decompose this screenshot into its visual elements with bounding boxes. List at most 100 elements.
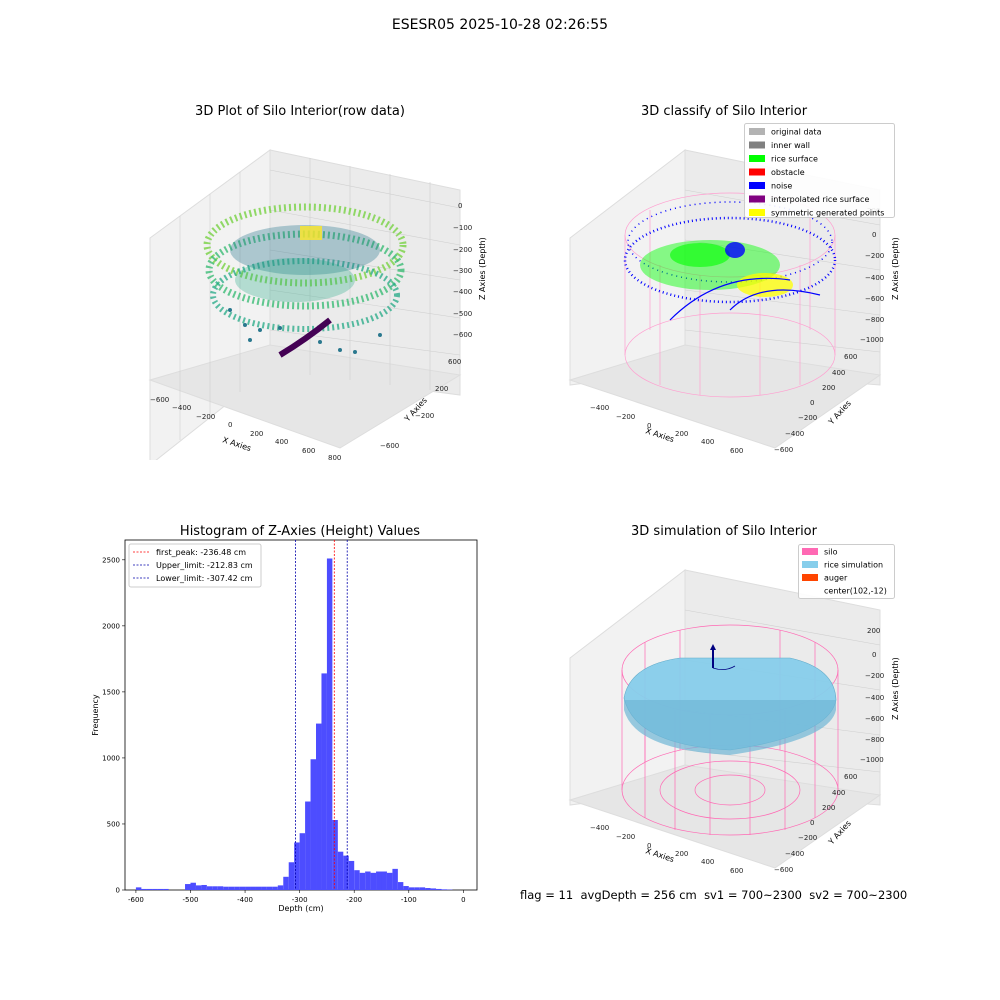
svg-text:400: 400 [832,369,845,377]
histogram-bar [135,887,142,890]
svg-text:−400: −400 [785,850,804,858]
histogram-bar [146,888,153,890]
subplot4-title: 3D simulation of Silo Interior [631,524,817,539]
histogram-bar [326,558,333,890]
histogram-chart: -600 -500 -400 -300 -200 -100 0 0 500 1000 1500 20… [91,539,478,913]
svg-text:200: 200 [822,384,835,392]
y-tick-label: 0 [116,887,120,895]
x-tick-label: -600 [128,896,144,904]
svg-text:−800: −800 [865,316,884,324]
histogram-bar [152,888,158,890]
x-tick-label: 200 [250,430,263,438]
y-tick-label: 1000 [102,754,120,762]
z-axis-label: Z Axies (Depth) [891,237,900,300]
histogram-bar [376,871,382,890]
x-tick-label: -500 [183,896,199,904]
svg-text:0: 0 [647,422,651,430]
y-tick-label: 2000 [102,622,120,630]
plot1-ticks: −600 −400 −200 0 200 400 600 800 0 −100 … [150,202,472,460]
x-axis-label: X Axies [644,846,675,864]
plot-simulation-3d: −400 −200 0 200 400 600 200 0 −200 −400 … [568,568,900,875]
histogram-y-axis-label: Frequency [91,694,100,736]
histogram-bar [239,886,246,890]
svg-text:−1000: −1000 [860,336,884,344]
histogram-bar [403,886,409,890]
svg-text:600: 600 [730,867,743,875]
histogram-bar [414,887,420,890]
histogram-bar [316,723,322,890]
histogram-bar [163,888,169,890]
z-tick-label: −500 [453,310,472,318]
histogram-bar [217,886,224,890]
x-tick-label: 800 [328,454,341,460]
histogram-bar [436,888,442,890]
svg-text:600: 600 [844,773,857,781]
histogram-bar [206,886,213,890]
svg-text:−200: −200 [798,834,817,842]
histogram-bar [283,876,289,890]
histogram-bar [141,888,147,890]
histogram-bar [332,820,338,890]
legend-swatch [802,548,818,555]
legend-label: rice simulation [824,561,883,570]
svg-text:400: 400 [701,438,714,446]
x-tick-label: 0 [228,421,232,429]
subplot3-title: Histogram of Z-Axies (Height) Values [179,524,421,539]
z-tick-label: −100 [453,224,472,232]
legend-swatch [802,574,818,581]
histogram-bar [419,887,426,890]
histogram-bar [277,885,284,890]
legend-swatch [749,195,765,203]
histogram-bar [386,872,393,890]
legend-swatch [749,128,765,135]
histogram-bar [288,862,295,890]
avg-depth-text: avgDepth = 256 cm [580,888,697,902]
svg-text:−600: −600 [865,295,884,303]
histogram-bar [337,851,344,890]
plot-raw-3d: −600 −400 −200 0 200 400 600 800 0 −100 … [148,149,487,460]
svg-text:−400: −400 [785,430,804,438]
histogram-x-ticks: -600 -500 -400 -300 -200 -100 0 [128,890,466,904]
legend-label: rice surface [771,155,818,164]
svg-text:−800: −800 [865,736,884,744]
x-tick-label: -300 [292,896,308,904]
histogram-bar [223,886,229,890]
y-tick-label: 200 [435,385,448,393]
z-tick-label: 0 [458,202,462,210]
z-tick-label: −300 [453,267,472,275]
histogram-bar [354,870,360,890]
histogram-bar [157,888,164,890]
histogram-bar [343,855,349,890]
z-tick-label: −600 [453,331,472,339]
svg-text:0: 0 [647,842,651,850]
plot2-legend: original data inner wall rice surface ob… [744,123,895,218]
histogram-bar [195,885,202,890]
legend-swatch [802,561,818,568]
plot2-silo-wireframe [624,192,836,398]
svg-text:200: 200 [675,850,688,858]
y-tick-label: −200 [415,412,434,420]
x-tick-label: -100 [401,896,417,904]
svg-text:−600: −600 [774,866,793,874]
svg-text:−1000: −1000 [860,756,884,764]
z-tick-label: −400 [453,288,472,296]
histogram-bar [234,886,240,890]
legend-label: Upper_limit: -212.83 cm [156,561,253,570]
svg-text:−400: −400 [590,404,609,412]
histogram-bar [365,871,371,890]
plot4-auger [710,644,736,670]
z-axis-label: Z Axies (Depth) [478,237,487,300]
histogram-bar [266,886,273,890]
histogram-y-ticks: 0 500 1000 1500 2000 2500 [102,556,125,895]
histogram-bar [250,886,256,890]
histogram-bar [310,759,317,890]
histogram-bar [397,882,404,890]
legend-label: silo [824,548,838,557]
x-tick-label: −400 [172,404,191,412]
legend-label: center(102,-12) [824,587,887,596]
x-tick-label: 400 [275,438,288,446]
svg-text:−200: −200 [798,414,817,422]
x-axis-label: X Axies [644,426,675,444]
x-tick-label: 0 [461,896,465,904]
svg-text:−400: −400 [865,694,884,702]
